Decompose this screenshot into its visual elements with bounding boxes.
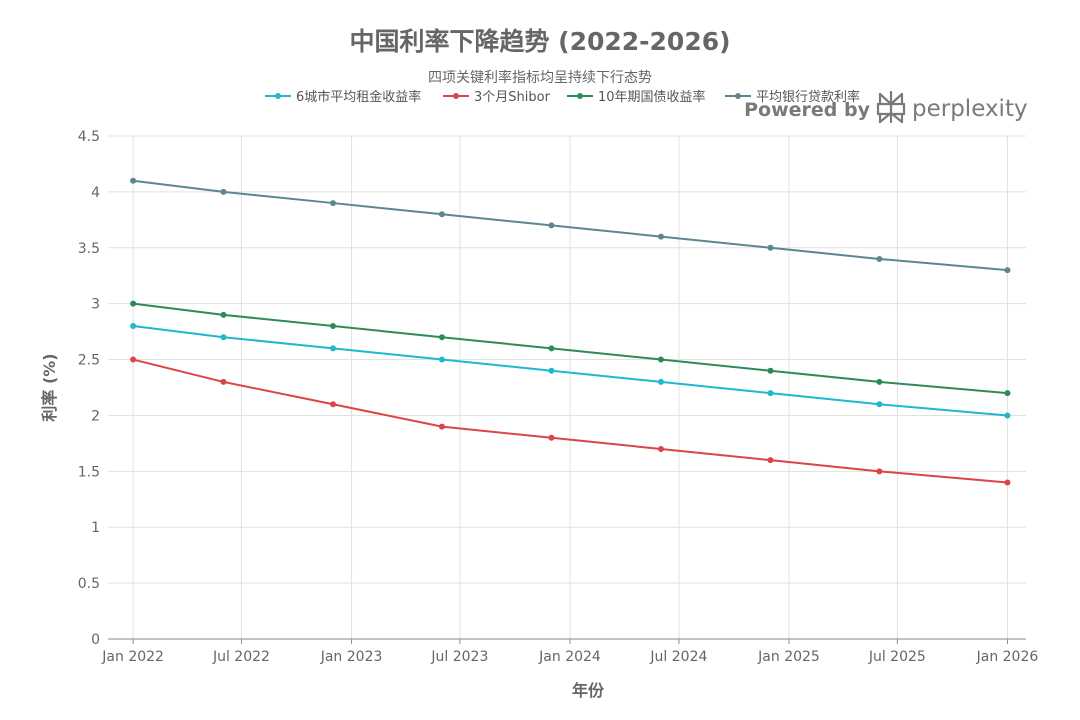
series-lines	[130, 177, 1011, 486]
series-point-0	[876, 401, 883, 408]
y-tick-label: 4	[91, 185, 100, 201]
series-point-1	[548, 434, 555, 441]
series-point-1	[876, 468, 883, 475]
legend-label: 10年期国债收益率	[598, 89, 706, 105]
series-point-2	[548, 345, 555, 352]
series-point-1	[767, 457, 774, 464]
series-point-0	[438, 356, 445, 363]
axes: 0 0.5 1 1.5 2 2.5 3 3.5 4 4.5 Jan 2022 Jul 2022 Jan …	[40, 129, 1038, 700]
series-point-3	[1004, 267, 1011, 274]
series-point-3	[220, 188, 227, 195]
legend-item-1[interactable]: 3个月Shibor	[443, 90, 551, 105]
series-point-3	[767, 244, 774, 251]
x-tick-label: Jan 2026	[976, 649, 1039, 665]
legend-swatch-marker	[453, 93, 459, 99]
series-point-2	[767, 367, 774, 374]
series-point-1	[220, 378, 227, 385]
powered-by-text: Powered by	[744, 99, 870, 121]
series-point-3	[330, 200, 337, 207]
x-tick-label: Jul 2022	[212, 649, 270, 665]
legend-item-2[interactable]: 10年期国债收益率	[567, 89, 706, 105]
series-point-0	[657, 378, 664, 385]
y-tick-label: 3	[91, 297, 100, 313]
perplexity-logo-icon	[876, 90, 906, 124]
series-point-0	[130, 323, 137, 330]
series-point-0	[330, 345, 337, 352]
series-point-3	[548, 222, 555, 229]
x-tick-label: Jan 2022	[101, 649, 164, 665]
x-tick-label: Jan 2023	[320, 649, 383, 665]
y-tick-label: 2	[91, 408, 100, 424]
series-point-3	[438, 211, 445, 218]
x-tick-label: Jan 2024	[538, 649, 601, 665]
branding-watermark: Powered by perplexity	[744, 90, 1028, 124]
series-point-2	[438, 334, 445, 341]
series-point-0	[1004, 412, 1011, 419]
legend-item-3[interactable]: 平均银行贷款利率	[725, 89, 860, 105]
series-point-2	[1004, 390, 1011, 397]
series-point-2	[876, 378, 883, 385]
series-point-3	[657, 233, 664, 240]
series-point-3	[130, 177, 137, 184]
y-tick-label: 0	[91, 632, 100, 648]
legend-item-0[interactable]: 6城市平均租金收益率	[265, 89, 421, 105]
x-tick-label: Jul 2025	[868, 649, 926, 665]
chart-title: 中国利率下降趋势 (2022-2026)	[349, 27, 730, 56]
chart-subtitle: 四项关键利率指标均呈持续下行态势	[428, 69, 652, 86]
legend-swatch-marker	[275, 93, 281, 99]
series-point-1	[330, 401, 337, 408]
y-tick-label: 4.5	[78, 129, 100, 145]
series-point-2	[220, 311, 227, 318]
series-point-2	[330, 323, 337, 330]
perplexity-wordmark: perplexity	[912, 96, 1028, 122]
series-point-0	[220, 334, 227, 341]
y-tick-label: 0.5	[78, 576, 100, 592]
x-tick-label: Jul 2024	[649, 649, 707, 665]
y-tick-label: 3.5	[78, 241, 100, 257]
x-tick-label: Jul 2023	[430, 649, 488, 665]
y-axis-title: 利率 (%)	[40, 353, 59, 421]
series-point-1	[657, 445, 664, 452]
series-point-2	[657, 356, 664, 363]
legend-label: 平均银行贷款利率	[756, 89, 860, 105]
y-tick-label: 1	[91, 520, 100, 536]
legend[interactable]: 6城市平均租金收益率 3个月Shibor 10年期国债收益率 平均银行贷款利率	[265, 89, 860, 105]
series-point-1	[438, 423, 445, 430]
x-axis-title: 年份	[572, 681, 605, 700]
series-point-0	[767, 390, 774, 397]
series-point-1	[1004, 479, 1011, 486]
y-tick-label: 1.5	[78, 464, 100, 480]
y-tick-label: 2.5	[78, 353, 100, 369]
gridlines	[108, 135, 1026, 639]
legend-label: 3个月Shibor	[474, 90, 551, 105]
legend-label: 6城市平均租金收益率	[296, 89, 421, 105]
series-point-1	[130, 356, 137, 363]
series-point-2	[130, 300, 137, 307]
x-tick-label: Jan 2025	[757, 649, 820, 665]
legend-swatch-marker	[577, 93, 583, 99]
series-point-3	[876, 255, 883, 262]
legend-swatch-marker	[735, 93, 741, 99]
series-point-0	[548, 367, 555, 374]
